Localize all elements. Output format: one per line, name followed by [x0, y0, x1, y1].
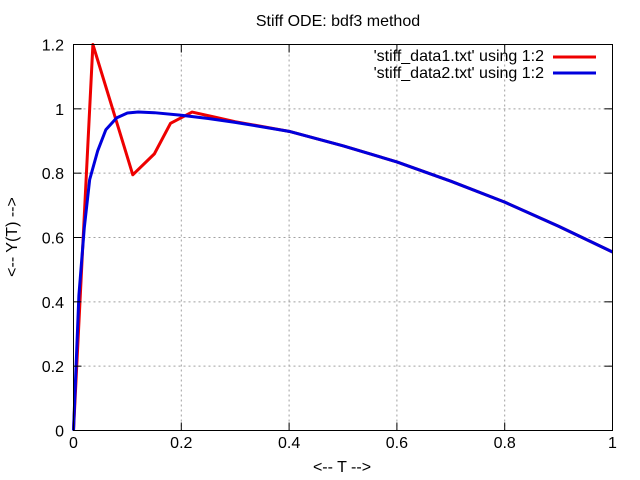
y-tick-label: 0	[55, 424, 64, 441]
x-tick-label: 0.2	[170, 435, 192, 452]
series-line-2	[72, 110, 614, 431]
legend-label-1: 'stiff_data1.txt' using 1:2	[374, 48, 544, 65]
x-tick-label: 1	[608, 435, 617, 452]
x-tick-label: 0.4	[278, 435, 300, 452]
chart-title: Stiff ODE: bdf3 method	[256, 13, 420, 30]
y-tick-label: 0.8	[42, 166, 64, 183]
grid	[73, 44, 613, 431]
x-tick-labels: 0 0.2 0.4 0.6 0.8 1	[69, 435, 617, 452]
y-tick-label: 0.2	[42, 359, 64, 376]
y-tick-labels: 0 0.2 0.4 0.6 0.8 1 1.2	[42, 38, 64, 441]
legend: 'stiff_data1.txt' using 1:2 'stiff_data2…	[374, 48, 596, 82]
y-tick-label: 1.2	[42, 38, 64, 55]
y-tick-label: 0.6	[42, 231, 64, 248]
x-tick-label: 0	[69, 435, 78, 452]
legend-label-2: 'stiff_data2.txt' using 1:2	[374, 65, 544, 82]
x-axis-label: <-- T -->	[313, 459, 371, 476]
plot-series	[72, 43, 614, 431]
x-tick-label: 0.6	[386, 435, 408, 452]
x-tick-label: 0.8	[494, 435, 516, 452]
y-axis-label: <-- Y(T) -->	[4, 197, 21, 277]
y-tick-label: 1	[55, 102, 64, 119]
ticks	[73, 44, 613, 431]
y-tick-label: 0.4	[42, 295, 64, 312]
